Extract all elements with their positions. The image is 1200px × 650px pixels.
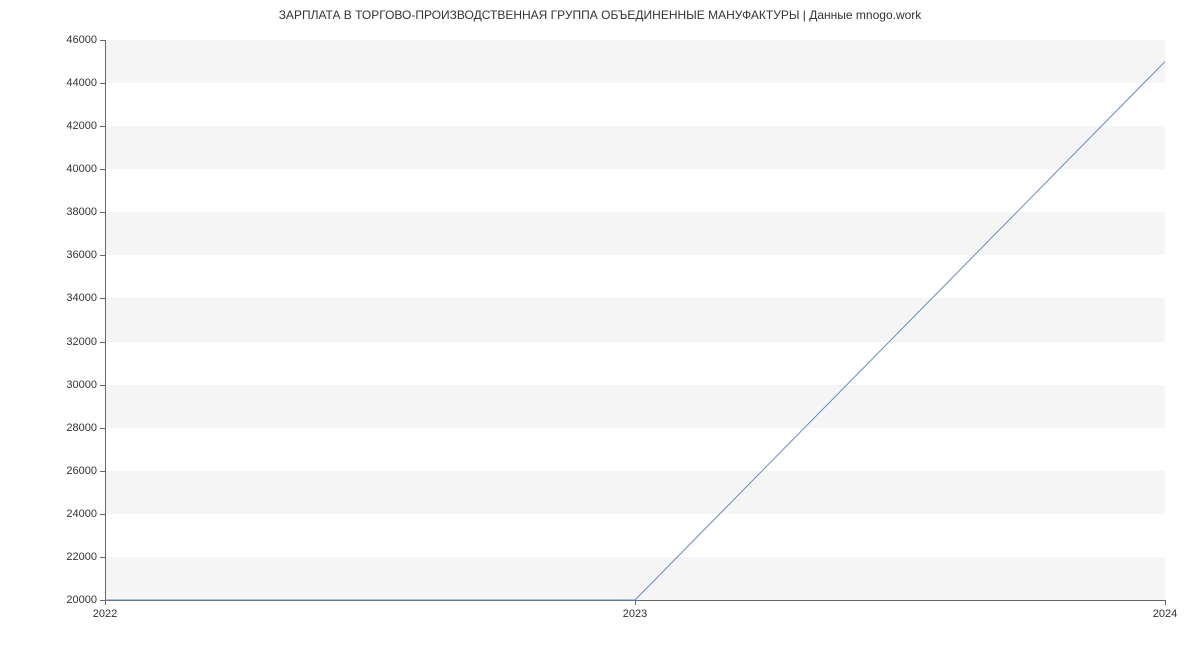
y-tick-label: 20000 bbox=[66, 594, 97, 606]
chart-title: ЗАРПЛАТА В ТОРГОВО-ПРОИЗВОДСТВЕННАЯ ГРУП… bbox=[0, 8, 1200, 22]
series-layer bbox=[105, 40, 1165, 600]
y-tick-label: 24000 bbox=[66, 508, 97, 520]
series-line-salary bbox=[105, 62, 1165, 600]
y-tick-label: 40000 bbox=[66, 163, 97, 175]
y-tick-label: 32000 bbox=[66, 336, 97, 348]
x-tick-label: 2022 bbox=[93, 608, 117, 620]
x-tick-label: 2023 bbox=[623, 608, 647, 620]
salary-line-chart: ЗАРПЛАТА В ТОРГОВО-ПРОИЗВОДСТВЕННАЯ ГРУП… bbox=[0, 0, 1200, 650]
y-tick-label: 22000 bbox=[66, 551, 97, 563]
y-tick-label: 30000 bbox=[66, 379, 97, 391]
y-tick-label: 34000 bbox=[66, 292, 97, 304]
y-tick-label: 36000 bbox=[66, 249, 97, 261]
x-tick-label: 2024 bbox=[1153, 608, 1177, 620]
plot-area: 2000022000240002600028000300003200034000… bbox=[105, 40, 1165, 600]
y-tick-label: 42000 bbox=[66, 120, 97, 132]
y-tick-label: 38000 bbox=[66, 206, 97, 218]
y-tick-label: 26000 bbox=[66, 465, 97, 477]
y-tick-label: 28000 bbox=[66, 422, 97, 434]
x-tick-mark bbox=[1165, 600, 1166, 605]
y-tick-label: 46000 bbox=[66, 34, 97, 46]
y-tick-label: 44000 bbox=[66, 77, 97, 89]
